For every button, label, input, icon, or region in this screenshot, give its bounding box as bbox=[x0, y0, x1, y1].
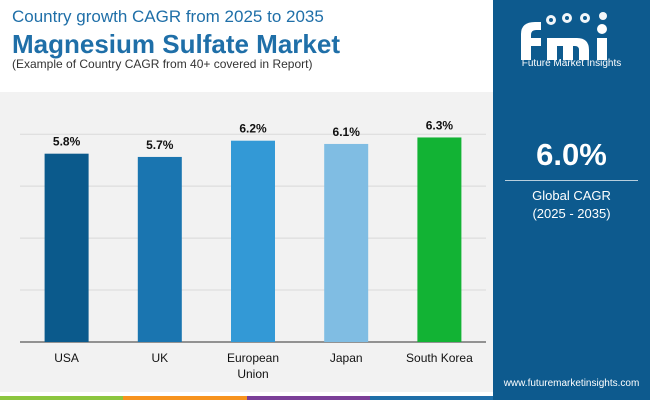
global-cagr-period: (2025 - 2035) bbox=[532, 206, 611, 221]
global-cagr-label: Global CAGR bbox=[532, 188, 611, 203]
chart-title: Magnesium Sulfate Market bbox=[12, 29, 340, 59]
cagr-divider bbox=[505, 180, 638, 181]
chart-header: Country growth CAGR from 2025 to 2035 Ma… bbox=[0, 0, 493, 90]
x-tick-label: South Korea bbox=[406, 351, 473, 365]
strip-segment-4 bbox=[369, 396, 493, 400]
data-label: 6.3% bbox=[426, 118, 454, 132]
chart-note: (Example of Country CAGR from 40+ covere… bbox=[12, 57, 313, 71]
x-tick-label: European Union bbox=[227, 351, 279, 381]
global-cagr-value: 6.0% bbox=[536, 137, 607, 172]
data-label: 6.1% bbox=[333, 125, 361, 139]
bar-usa bbox=[44, 153, 89, 342]
data-label: 5.7% bbox=[146, 138, 174, 152]
bar-european-union bbox=[231, 140, 275, 342]
bar-uk bbox=[137, 156, 182, 342]
strip-segment-3 bbox=[246, 396, 370, 400]
bar-south-korea bbox=[417, 137, 462, 342]
website-link[interactable]: www.futuremarketinsights.com bbox=[503, 378, 640, 389]
bar-japan bbox=[324, 143, 369, 342]
strip-segment-2 bbox=[123, 396, 247, 400]
x-tick-label: USA bbox=[54, 351, 79, 365]
x-tick-label: UK bbox=[151, 351, 168, 365]
data-label: 5.8% bbox=[53, 135, 81, 149]
strip-segment-1 bbox=[0, 396, 124, 400]
bottom-color-strip bbox=[0, 396, 493, 400]
logo-wordmark: Future Market Insights bbox=[521, 58, 622, 69]
fmi-logo bbox=[521, 12, 607, 60]
x-tick-label: Japan bbox=[330, 351, 363, 365]
data-label: 6.2% bbox=[239, 122, 267, 136]
bar-chart: 5.8% USA 5.7% UK 6.2% European Union 6.1% Japan 6… bbox=[20, 118, 486, 381]
chart-subtitle: Country growth CAGR from 2025 to 2035 bbox=[12, 7, 324, 26]
summary-sidebar: Future Market Insights 6.0% Global CAGR … bbox=[493, 0, 650, 400]
